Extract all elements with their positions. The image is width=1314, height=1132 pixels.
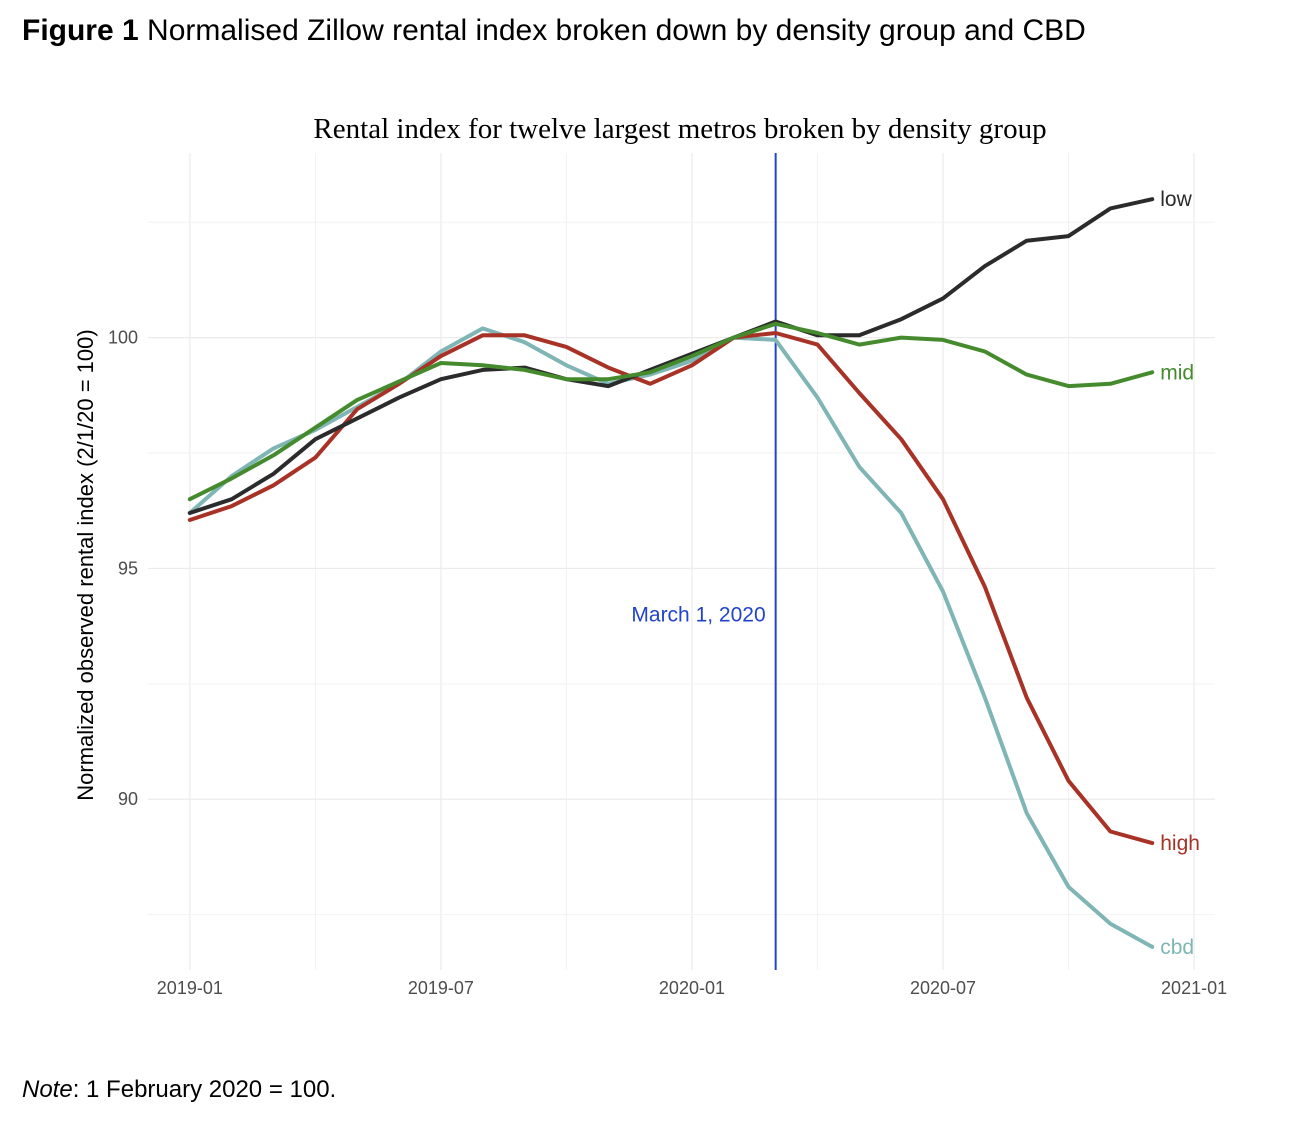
tick-layer: 2019-01 2019-07 2020-01 2020-07 2021-01 90 95 1… [108,328,1227,998]
series-layer: cbd high low mid [187,188,1200,959]
vline-layer: March 1, 2020 [631,153,777,970]
series-label-high: high [1160,832,1200,855]
figure-title-bold: Figure 1 [22,14,139,47]
x-tick-label: 2019-07 [408,978,474,998]
series-line-high [187,331,1155,846]
x-tick-label: 2021-01 [1161,978,1227,998]
series-line-low [187,197,1155,515]
series-label-low: low [1160,188,1192,211]
x-tick-label: 2020-07 [910,978,976,998]
series-line-cbd [187,326,1155,949]
y-tick-label: 90 [118,789,138,809]
note-label: Note [22,1076,73,1103]
figure-title: Figure 1 Normalised Zillow rental index … [22,14,1086,48]
figure-title-text: Normalised Zillow rental index broken do… [138,14,1086,47]
x-tick-label: 2020-01 [659,978,725,998]
note-text: : 1 February 2020 = 100. [72,1076,337,1103]
figure-note: Note: 1 February 2020 = 100. [22,1076,336,1104]
x-tick-label: 2019-01 [157,978,223,998]
series-label-cbd: cbd [1160,936,1194,959]
y-tick-label: 100 [108,328,138,348]
march-2020-label: March 1, 2020 [631,604,765,627]
y-tick-label: 95 [118,558,138,578]
series-line-mid [187,321,1155,502]
y-axis-title: Normalized observed rental index (2/1/20… [73,329,98,800]
chart-grid [148,153,1215,970]
chart-title: Rental index for twelve largest metros b… [313,113,1046,145]
series-label-mid: mid [1160,361,1194,384]
